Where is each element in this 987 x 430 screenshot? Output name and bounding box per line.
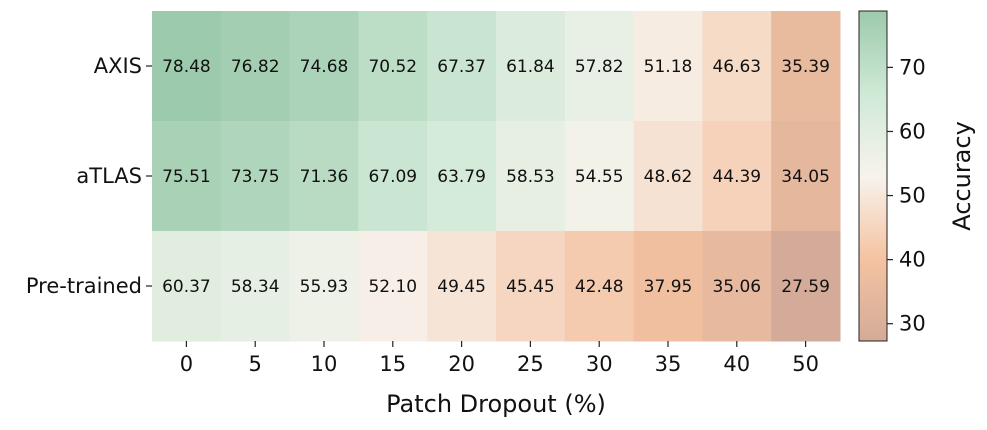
cell-value-label: 54.55	[575, 167, 624, 187]
heatmap-cell	[564, 231, 635, 342]
cell-value-label: 67.37	[437, 57, 486, 77]
heatmap-cell	[220, 121, 291, 232]
y-tick-label: aTLAS	[76, 164, 142, 188]
cell-value-label: 71.36	[300, 167, 349, 187]
cell-value-label: 57.82	[575, 57, 624, 77]
cell-value-label: 73.75	[231, 167, 280, 187]
heatmap-cell	[771, 11, 841, 122]
heatmap-cell	[152, 231, 222, 342]
heatmap-cell	[771, 231, 841, 342]
colorbar-tick-label: 60	[899, 119, 926, 143]
cell-value-label: 78.48	[162, 57, 211, 77]
cell-value-label: 61.84	[506, 57, 555, 77]
heatmap-cell	[633, 121, 703, 232]
heatmap-cell	[702, 11, 772, 122]
cell-value-label: 51.18	[644, 57, 693, 77]
cell-value-label: 58.53	[506, 167, 555, 187]
cell-value-label: 27.59	[781, 277, 830, 297]
heatmap-cell	[289, 11, 359, 122]
heatmap-cell	[496, 121, 566, 232]
y-tick-label: AXIS	[94, 54, 142, 78]
x-tick-label: 40	[723, 352, 750, 376]
cell-value-label: 52.10	[368, 277, 417, 297]
cell-value-label: 70.52	[368, 57, 417, 77]
colorbar: 30 40 50 60 70 Accuracy	[858, 10, 976, 342]
y-tick-label: Pre-trained	[26, 274, 142, 298]
heatmap-cell	[220, 231, 291, 342]
cell-value-label: 58.34	[231, 277, 280, 297]
x-tick-label: 30	[586, 352, 613, 376]
cell-value-label: 46.63	[712, 57, 761, 77]
heatmap-cell	[427, 231, 497, 342]
x-axis-label: Patch Dropout (%)	[386, 390, 606, 418]
heatmap-cell	[702, 231, 772, 342]
x-tick-label: 15	[379, 352, 406, 376]
heatmap-cell	[358, 231, 428, 342]
colorbar-tick-label: 30	[899, 312, 926, 336]
cell-value-label: 74.68	[300, 57, 349, 77]
heatmap-cell	[358, 121, 428, 232]
heatmap-cell	[702, 121, 772, 232]
heatmap-cell	[496, 231, 566, 342]
heatmap-cell	[633, 11, 703, 122]
cell-value-label: 76.82	[231, 57, 280, 77]
cell-value-label: 35.06	[712, 277, 761, 297]
heatmap-cells: 78.48 76.82 74.68 70.52 67.37 61.84 57.82 51.18…	[152, 11, 841, 342]
heatmap-cell	[771, 121, 841, 232]
heatmap-cell	[633, 231, 703, 342]
x-axis: 0 5 10 15 20 25 30 35 40 50	[180, 341, 819, 376]
cell-value-label: 44.39	[712, 167, 761, 187]
cell-value-label: 45.45	[506, 277, 555, 297]
x-tick-label: 5	[249, 352, 262, 376]
cell-value-label: 34.05	[781, 167, 830, 187]
heatmap-cell	[152, 121, 222, 232]
x-tick-label: 50	[792, 352, 819, 376]
cell-value-label: 63.79	[437, 167, 486, 187]
cell-value-label: 60.37	[162, 277, 211, 297]
heatmap-cell	[289, 121, 359, 232]
heatmap-cell	[152, 11, 222, 122]
heatmap-cell	[427, 121, 497, 232]
colorbar-tick-label: 50	[899, 184, 926, 208]
cell-value-label: 75.51	[162, 167, 211, 187]
cell-value-label: 37.95	[644, 277, 693, 297]
y-axis: AXIS aTLAS Pre-trained	[26, 54, 152, 298]
x-tick-label: 35	[655, 352, 682, 376]
heatmap-cell	[358, 11, 428, 122]
cell-value-label: 42.48	[575, 277, 624, 297]
cell-value-label: 67.09	[368, 167, 417, 187]
cell-value-label: 55.93	[300, 277, 349, 297]
heatmap-cell	[564, 121, 635, 232]
cell-value-label: 35.39	[781, 57, 830, 77]
heatmap-cell	[220, 11, 291, 122]
cell-value-label: 49.45	[437, 277, 486, 297]
x-tick-label: 0	[180, 352, 193, 376]
x-tick-label: 10	[311, 352, 338, 376]
x-tick-label: 25	[517, 352, 544, 376]
heatmap-cell	[496, 11, 566, 122]
colorbar-ticks: 30 40 50 60 70	[887, 55, 926, 336]
heatmap-cell	[564, 11, 635, 122]
heatmap-cell	[427, 11, 497, 122]
cell-value-label: 48.62	[644, 167, 693, 187]
colorbar-label: Accuracy	[948, 121, 976, 231]
heatmap-cell	[289, 231, 359, 342]
colorbar-gradient	[858, 10, 888, 342]
x-tick-label: 20	[448, 352, 475, 376]
colorbar-tick-label: 40	[899, 248, 926, 272]
colorbar-tick-label: 70	[899, 55, 926, 79]
